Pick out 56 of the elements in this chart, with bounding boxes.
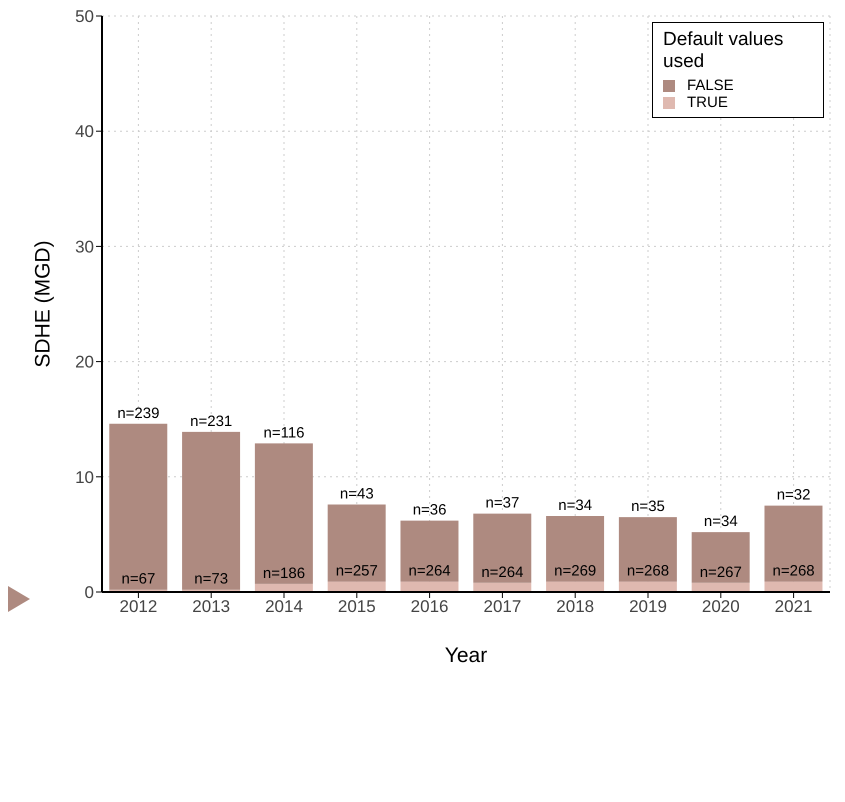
bar xyxy=(109,424,168,590)
annotation: n=267 xyxy=(700,564,742,581)
bar xyxy=(764,582,822,592)
annotation: n=32 xyxy=(776,486,810,504)
annotation: n=67 xyxy=(122,570,156,588)
annotation: n=37 xyxy=(486,494,520,512)
annotation: n=116 xyxy=(263,424,305,442)
x-tick-label: 2013 xyxy=(192,597,230,616)
x-tick-label: 2017 xyxy=(483,597,522,616)
annotation: n=268 xyxy=(626,562,670,580)
y-tick-label: 40 xyxy=(75,122,94,142)
annotation: n=264 xyxy=(481,564,524,581)
bar xyxy=(764,506,822,582)
y-tick-label: 10 xyxy=(75,468,94,487)
x-tick-label: 2021 xyxy=(774,597,813,616)
annotation: n=269 xyxy=(554,562,596,580)
legend-label: TRUE xyxy=(687,94,728,111)
annotation: n=257 xyxy=(336,562,378,580)
x-tick-label: 2018 xyxy=(556,597,594,616)
annotation: n=43 xyxy=(340,485,374,502)
bar xyxy=(473,514,532,583)
annotation: n=186 xyxy=(262,564,306,582)
x-tick-label: 2014 xyxy=(265,597,303,616)
bar xyxy=(546,516,604,582)
legend-label: FALSE xyxy=(687,77,734,94)
bar xyxy=(692,532,750,583)
bar xyxy=(618,517,677,582)
bar xyxy=(328,582,386,592)
bar xyxy=(546,582,604,592)
y-axis-title: SDHE (MGD) xyxy=(31,240,54,368)
y-tick-label: 30 xyxy=(75,237,94,256)
bar xyxy=(400,582,458,592)
bar xyxy=(618,582,677,592)
annotation: n=73 xyxy=(194,570,228,588)
x-tick-label: 2019 xyxy=(629,597,667,616)
y-tick-label: 0 xyxy=(84,583,94,602)
legend-title: Default values used xyxy=(663,29,784,73)
y-tick-label: 50 xyxy=(75,7,94,26)
x-tick-label: 2012 xyxy=(119,597,158,616)
annotation: n=264 xyxy=(408,562,451,580)
annotation: n=268 xyxy=(772,562,815,580)
annotation: n=35 xyxy=(631,498,665,516)
annotation: n=34 xyxy=(558,496,592,514)
x-axis-title: Year xyxy=(444,644,488,667)
x-tick-label: 2015 xyxy=(338,597,376,616)
annotation: n=36 xyxy=(412,502,446,519)
y-tick-label: 20 xyxy=(75,352,94,372)
bar xyxy=(182,432,240,590)
bar xyxy=(328,504,386,582)
x-tick-label: 2016 xyxy=(410,597,449,616)
annotation: n=239 xyxy=(117,404,160,422)
bar xyxy=(254,443,313,584)
bar xyxy=(400,520,458,582)
annotation: n=231 xyxy=(190,412,232,430)
annotation: n=34 xyxy=(704,513,738,530)
x-tick-label: 2020 xyxy=(702,597,740,616)
